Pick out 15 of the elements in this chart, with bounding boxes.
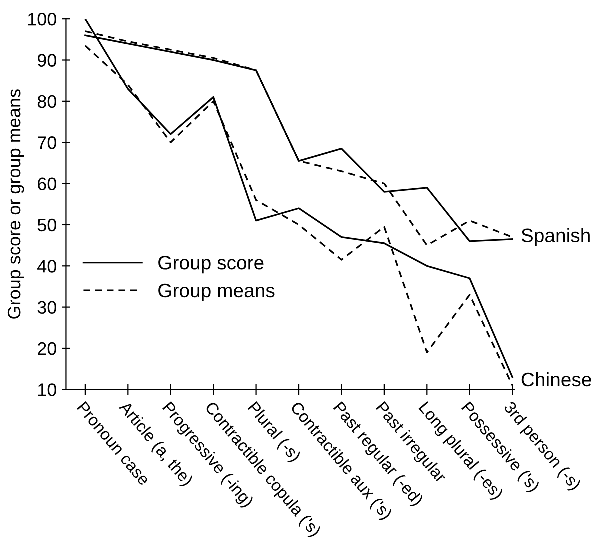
y-tick-label: 90 — [38, 54, 56, 67]
y-tick-label: 70 — [38, 136, 56, 150]
y-axis-title: Group score or group means — [8, 90, 24, 319]
legend-label: Group score — [158, 256, 264, 274]
y-tick-label: 80 — [38, 95, 56, 108]
y-tick-label: 60 — [38, 178, 56, 191]
y-tick-label: 100 — [28, 13, 56, 26]
annotation: Chinese — [522, 372, 592, 387]
y-tick-label: 10 — [38, 384, 56, 396]
y-tick-label: 40 — [38, 260, 56, 273]
y-tick-label: 20 — [38, 342, 56, 356]
legend-label: Group means — [158, 284, 275, 302]
y-tick-label: 50 — [38, 218, 56, 232]
annotation: Spanish — [522, 228, 590, 246]
y-tick-label: 30 — [38, 301, 56, 314]
